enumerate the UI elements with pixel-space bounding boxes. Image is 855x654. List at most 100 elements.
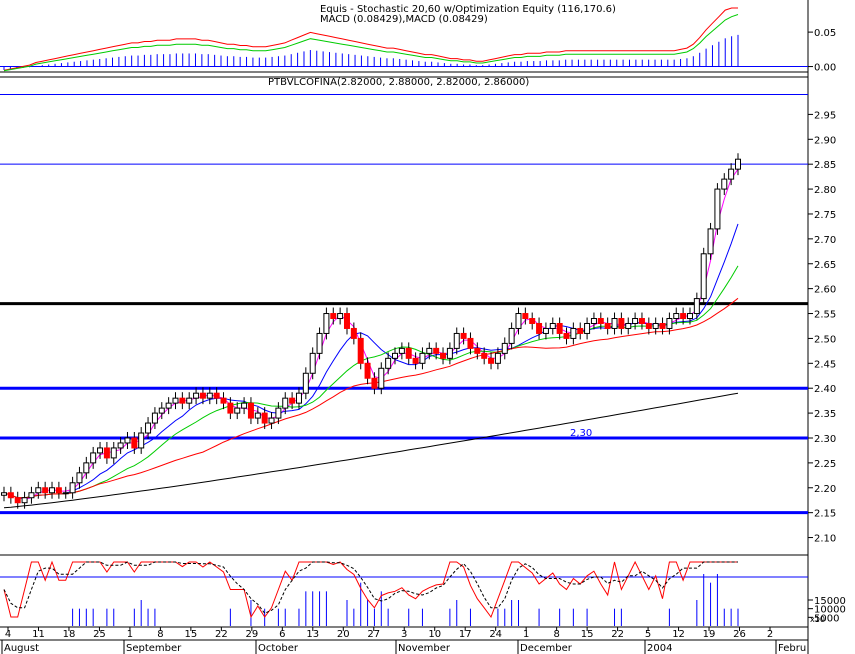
x-month-label: September [126, 643, 182, 654]
candle-down [247, 402, 254, 419]
candle-up [508, 327, 515, 344]
macd-y-tick-label: 0.00 [814, 63, 836, 74]
price-title: PTBVLCOFINA(2.82000, 2.88000, 2.82000, 2… [268, 77, 529, 88]
candle-down [536, 322, 543, 334]
candle-down [577, 327, 584, 334]
candle-down [289, 397, 296, 404]
x-day-label: 25 [93, 629, 106, 640]
y-tick-label: 2.45 [814, 359, 836, 370]
y-tick-label: 2.55 [814, 310, 836, 321]
candle-down [199, 392, 206, 399]
candle-up [686, 313, 693, 320]
candle-up [193, 392, 200, 399]
candle-up [28, 492, 35, 499]
x-day-label: 3 [401, 629, 407, 640]
candle-up [494, 352, 501, 364]
x-day-label: 11 [32, 629, 45, 640]
x-day-label: 10 [428, 629, 441, 640]
candle-up [625, 322, 632, 329]
candle-up [666, 318, 673, 329]
candle-up [549, 322, 556, 329]
candle-down [488, 357, 495, 364]
x-axis: 4 11 18 25 1 8 15 22 29 6 13 20 27 3 10 17 24 1 8 15 22 5 12 19… [1, 627, 806, 654]
candle-up [145, 422, 152, 434]
level-annotation: 2,30 [570, 428, 592, 439]
candle-up [268, 417, 275, 424]
volume-y-tick-label: 5000 [814, 613, 839, 624]
candle-up [309, 352, 316, 374]
candle-up [158, 407, 165, 414]
stoch-d-line [3, 561, 738, 614]
x-month-label: December [520, 643, 573, 654]
macd-y-tick-label: 0.05 [814, 28, 836, 39]
candle-up [97, 447, 104, 454]
candle-down [179, 397, 186, 404]
candle-up [302, 372, 309, 394]
candle-up [446, 347, 453, 359]
candle-down [371, 377, 378, 389]
candle-down [227, 402, 234, 414]
candle-up [632, 318, 639, 324]
candle-down [460, 332, 467, 339]
candle-down [597, 318, 604, 324]
x-day-label: 19 [703, 629, 716, 640]
candle-up [69, 482, 76, 494]
candle-up [206, 392, 213, 399]
candle-up [254, 412, 261, 419]
candle-down [103, 447, 110, 459]
candle-down [131, 437, 138, 449]
candle-up [611, 318, 618, 329]
volume-unit-label: x10 [810, 615, 825, 624]
candle-up [282, 397, 289, 409]
candle-down [55, 487, 62, 494]
candle-up [385, 357, 392, 369]
candle-down [563, 332, 570, 339]
candle-down [357, 337, 364, 364]
candle-up [570, 327, 577, 339]
candle-down [680, 313, 687, 320]
y-tick-label: 2.80 [814, 185, 836, 196]
candle-down [405, 347, 412, 359]
y-tick-label: 2.15 [814, 509, 836, 520]
x-day-label: 26 [733, 629, 746, 640]
candle-up [721, 178, 728, 190]
x-day-label: 27 [367, 629, 380, 640]
candle-up [1, 492, 7, 496]
candle-up [241, 402, 248, 409]
candle-down [440, 352, 447, 359]
candle-up [165, 402, 172, 409]
candle-up [584, 322, 591, 334]
candle-up [49, 487, 56, 494]
x-day-label: 29 [245, 629, 258, 640]
candle-down [481, 352, 488, 359]
y-tick-label: 2.40 [814, 384, 836, 395]
candle-down [42, 487, 49, 494]
candle-down [412, 357, 419, 364]
candle-up [151, 412, 158, 424]
candle-down [7, 492, 14, 499]
x-day-label: 8 [157, 629, 163, 640]
x-day-label: 1 [127, 629, 133, 640]
y-tick-label: 2.70 [814, 235, 836, 246]
y-tick-label: 2.90 [814, 135, 836, 146]
candle-up [515, 313, 522, 329]
candle-down [638, 318, 645, 324]
y-tick-label: 2.50 [814, 334, 836, 345]
candle-down [604, 322, 611, 329]
candle-up [323, 313, 330, 334]
header-line-1: Equis - Stochastic 20,60 w/Optimization … [320, 4, 616, 15]
candle-up [117, 442, 124, 449]
candle-up [378, 367, 385, 389]
y-tick-label: 2.35 [814, 409, 836, 420]
candle-up [501, 342, 508, 354]
candle-down [330, 313, 337, 320]
candle-up [542, 327, 549, 334]
candle-up [337, 313, 344, 320]
x-day-label: 18 [63, 629, 76, 640]
candle-up [172, 397, 179, 404]
candle-down [220, 397, 227, 404]
x-day-label: 20 [337, 629, 350, 640]
candle-up [392, 352, 399, 359]
